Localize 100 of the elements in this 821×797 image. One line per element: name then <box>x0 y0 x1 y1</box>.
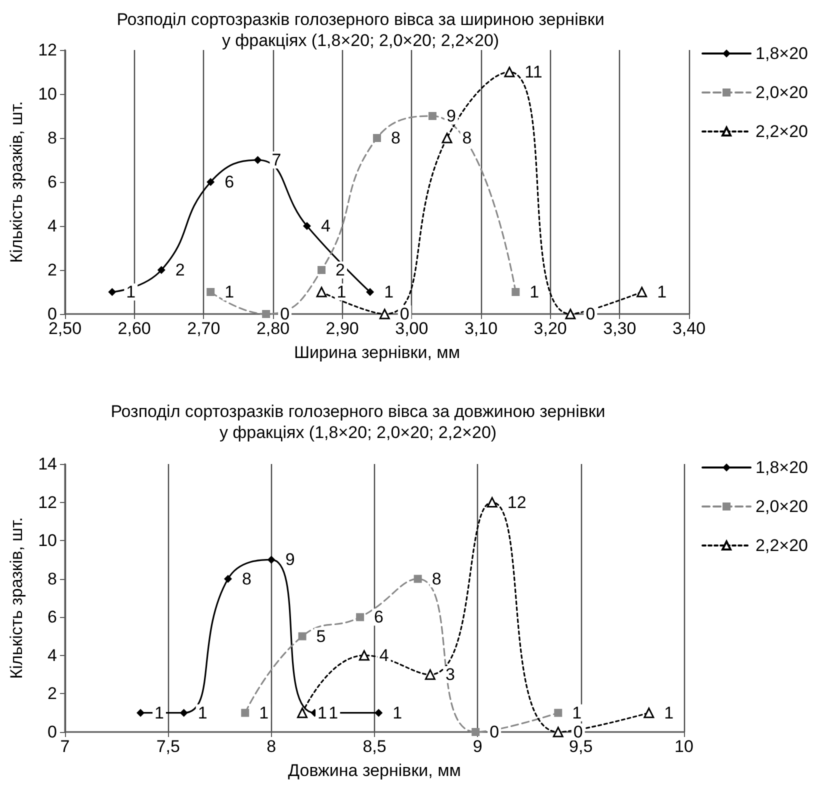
point <box>267 556 276 564</box>
data-label: 1 <box>259 703 269 722</box>
data-label: 1 <box>664 703 674 722</box>
point <box>206 288 215 296</box>
data-label: 1 <box>572 703 582 722</box>
data-label: 0 <box>280 304 290 324</box>
point <box>358 650 370 661</box>
data-label: 1 <box>392 703 402 722</box>
point <box>241 708 250 717</box>
x-axis-title: Довжина зернівки, мм <box>288 761 461 780</box>
data-label: 2 <box>175 260 185 280</box>
x-tick-label: 10 <box>674 737 694 756</box>
point <box>552 726 564 738</box>
legend-label: 2,0×20 <box>756 83 808 102</box>
point <box>297 708 308 718</box>
data-label: 1 <box>126 282 136 302</box>
x-tick-label: 2,60 <box>118 319 151 338</box>
data-label: 8 <box>391 128 400 148</box>
data-label: 9 <box>285 550 295 570</box>
data-label: 8 <box>462 128 472 148</box>
y-tick-label: 10 <box>38 84 57 104</box>
data-label: 1 <box>318 703 327 722</box>
data-label: 1 <box>530 282 540 302</box>
point <box>554 708 562 717</box>
point <box>428 112 436 120</box>
x-tick-label: 3,40 <box>672 319 706 338</box>
y-tick-label: 2 <box>48 260 57 280</box>
point <box>504 66 515 78</box>
data-label: 1 <box>224 282 234 302</box>
point <box>636 286 648 298</box>
point <box>298 632 306 640</box>
data-label: 1 <box>154 703 164 722</box>
point <box>136 708 145 717</box>
data-label: 1 <box>657 282 667 302</box>
legend-label: 2,2×20 <box>756 122 808 141</box>
point <box>644 708 654 718</box>
legend-label: 2,2×20 <box>756 536 808 555</box>
legend-label: 2,0×20 <box>756 497 808 516</box>
x-tick-label: 8 <box>266 737 276 756</box>
data-label: 8 <box>432 569 442 588</box>
y-tick-label: 2 <box>48 684 57 704</box>
x-tick-label: 7,5 <box>156 737 180 756</box>
data-label: 9 <box>446 106 456 126</box>
data-label: 2 <box>336 260 345 280</box>
data-label: 0 <box>586 304 596 324</box>
data-label: 1 <box>384 282 394 302</box>
point <box>486 497 498 508</box>
point <box>424 669 436 680</box>
point <box>302 222 311 230</box>
data-label: 12 <box>507 492 526 512</box>
x-tick-label: 8,5 <box>362 737 386 756</box>
data-label: 3 <box>445 665 455 684</box>
point <box>472 728 480 736</box>
x-tick-label: 9 <box>472 737 482 756</box>
y-tick-label: 4 <box>48 646 57 665</box>
data-label: 0 <box>400 304 410 324</box>
data-label: 0 <box>490 722 500 742</box>
y-tick-label: 8 <box>48 128 57 148</box>
data-label: 1 <box>328 703 338 722</box>
point <box>108 288 116 296</box>
chart-title: Розподіл сортозразків голозерного вівса за довжиною зернівки у фракціях (1,8×20; 2,0×20; 2,2×20) <box>110 402 606 442</box>
data-label: 1 <box>198 703 208 722</box>
point <box>180 708 188 717</box>
y-tick-label: 6 <box>48 608 57 627</box>
y-tick-label: 6 <box>48 172 57 192</box>
data-label: 4 <box>320 216 330 236</box>
data-label: 1 <box>336 282 346 302</box>
y-axis-title: Кількість зразків, шт. <box>7 101 26 263</box>
x-tick-label: 2,90 <box>326 319 359 338</box>
point <box>565 308 576 320</box>
point <box>206 178 215 186</box>
chart-title: Розподіл сортозразків голозерного вівса за шириною зернівки у фракціях (1,8×20; 2,0×20; 2,2×20) <box>116 10 604 50</box>
data-label: 4 <box>379 646 389 665</box>
point <box>379 308 390 320</box>
point <box>316 286 327 298</box>
y-tick-label: 12 <box>38 40 57 60</box>
point <box>373 134 381 142</box>
point <box>318 266 326 274</box>
point <box>374 708 383 717</box>
y-tick-label: 8 <box>48 569 57 588</box>
point <box>157 266 166 274</box>
data-label: 5 <box>316 626 326 646</box>
point <box>262 310 270 318</box>
y-axis-title: Кількість зразків, шт. <box>7 517 26 679</box>
point <box>366 288 374 296</box>
data-label: 6 <box>224 172 234 192</box>
x-tick-label: 7 <box>60 737 70 756</box>
data-label: 8 <box>242 569 252 588</box>
x-tick-label: 3,10 <box>464 319 498 338</box>
y-tick-label: 0 <box>48 722 57 742</box>
point <box>414 574 422 583</box>
point <box>356 613 364 622</box>
x-tick-label: 3,20 <box>534 319 567 338</box>
y-tick-label: 10 <box>38 531 57 550</box>
x-tick-label: 3,30 <box>603 319 636 338</box>
point <box>254 156 262 164</box>
x-axis-title: Ширина зернівки, мм <box>294 343 460 362</box>
x-tick-label: 2,70 <box>187 319 220 338</box>
legend-label: 1,8×20 <box>756 458 808 477</box>
point <box>224 574 232 583</box>
